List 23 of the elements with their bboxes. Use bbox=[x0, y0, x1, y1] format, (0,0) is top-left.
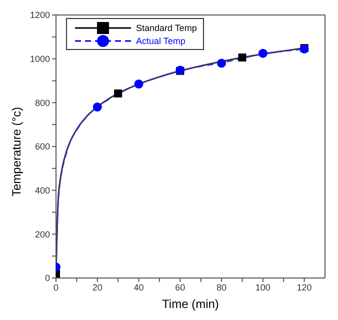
y-tick-label: 800 bbox=[34, 98, 50, 108]
y-axis-title: Temperature (°c) bbox=[9, 107, 24, 196]
x-tick-label: 80 bbox=[216, 282, 227, 292]
y-tick-label: 1200 bbox=[30, 10, 50, 20]
y-tick-label: 0 bbox=[44, 273, 50, 284]
legend-box: Standard Temp Actual Temp bbox=[66, 18, 204, 50]
x-tick-label: 120 bbox=[296, 282, 312, 292]
point bbox=[217, 58, 226, 68]
x-tick-label: 100 bbox=[255, 282, 270, 292]
x-tick-label: 0 bbox=[53, 282, 59, 292]
point bbox=[92, 102, 102, 112]
y-tick-label: 600 bbox=[34, 142, 50, 152]
x-tick-label: 20 bbox=[92, 282, 102, 292]
x-tick-label: 60 bbox=[175, 282, 186, 292]
x-axis-title: Time (min) bbox=[162, 297, 219, 311]
point bbox=[114, 89, 122, 98]
y-tick-label: 1000 bbox=[30, 54, 50, 64]
point bbox=[238, 54, 246, 62]
y-tick-label: 200 bbox=[34, 229, 50, 240]
y-tick-label: 400 bbox=[34, 186, 50, 196]
point bbox=[258, 48, 268, 58]
x-tick-label: 40 bbox=[134, 282, 144, 292]
point bbox=[134, 80, 144, 89]
